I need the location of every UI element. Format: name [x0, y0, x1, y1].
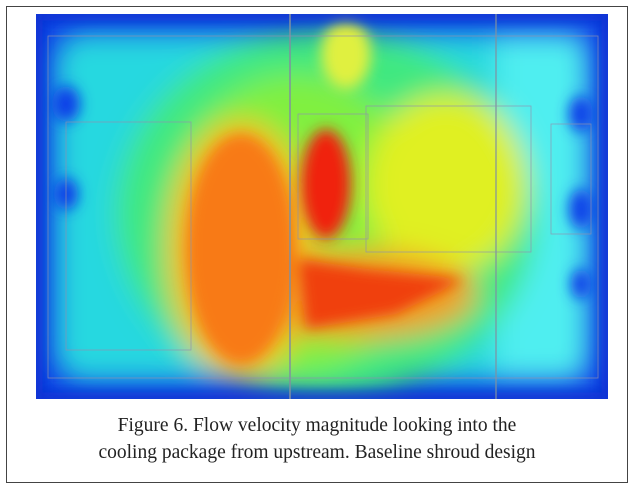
page: Figure 6. Flow velocity magnitude lookin…	[0, 0, 637, 491]
caption-line: Figure 6. Flow velocity magnitude lookin…	[6, 412, 628, 439]
figure-caption: Figure 6. Flow velocity magnitude lookin…	[6, 412, 628, 466]
velocity-contour-image	[36, 14, 608, 399]
caption-line: cooling package from upstream. Baseline …	[6, 439, 628, 466]
